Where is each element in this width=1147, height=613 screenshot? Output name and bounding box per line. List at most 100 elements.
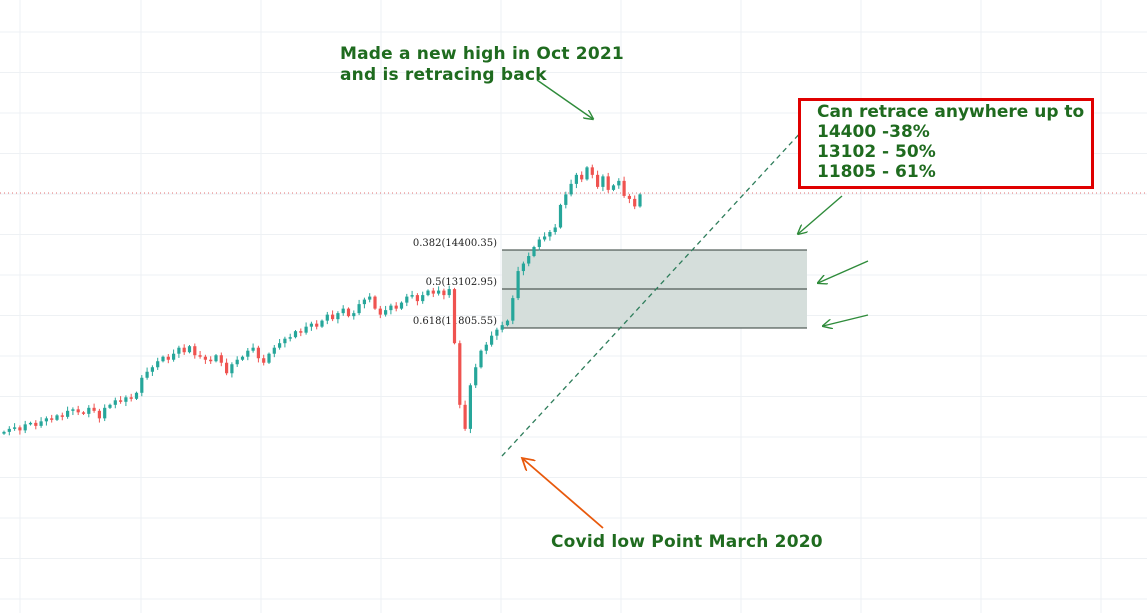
candle-body — [44, 418, 48, 422]
candle-body — [622, 180, 626, 196]
candle-body — [108, 404, 112, 408]
candle-body — [124, 397, 128, 402]
candle-body — [495, 329, 499, 336]
candle-body — [601, 176, 605, 187]
candle-body — [288, 337, 292, 339]
candle-body — [214, 355, 218, 362]
candle-body — [76, 409, 80, 413]
candle-body — [187, 346, 192, 353]
candle-body — [240, 356, 245, 360]
candle-body — [346, 308, 351, 317]
candle-body — [7, 428, 11, 432]
candle-body — [505, 320, 510, 326]
candle-body — [66, 410, 70, 417]
candle-body — [272, 347, 276, 354]
candle-body — [256, 347, 260, 359]
candle-body — [357, 304, 361, 314]
candle-body — [23, 424, 27, 431]
arrow-to-covid-low — [522, 458, 604, 529]
candle-body — [28, 422, 33, 425]
candle-body — [527, 256, 531, 264]
candle-body — [161, 356, 165, 362]
candle-body — [574, 174, 578, 184]
candle-body — [341, 308, 345, 314]
candle-body — [611, 185, 616, 190]
candle-body — [331, 314, 335, 320]
candle-body — [97, 410, 101, 419]
candle-body — [431, 290, 435, 294]
candle-body — [500, 325, 504, 330]
candle-body — [399, 302, 404, 309]
candle-body — [479, 350, 483, 368]
candle-body — [304, 326, 308, 333]
candle-body — [299, 331, 303, 333]
candle-body — [293, 331, 298, 338]
candle-body — [13, 427, 17, 429]
candle-body — [166, 356, 170, 360]
candle-body — [177, 347, 181, 354]
candle-body — [235, 359, 239, 365]
candle-body — [633, 198, 637, 207]
candle-body — [92, 407, 96, 411]
candle-body — [140, 377, 144, 393]
candle-body — [511, 298, 515, 321]
fibonacci-retracement: 0.382(14400.35)0.5(13102.95)0.618(11805.… — [413, 238, 807, 329]
candle-body — [548, 231, 552, 237]
candle-body — [39, 421, 43, 426]
candle-body — [373, 296, 377, 309]
candle-body — [336, 313, 340, 320]
candle-body — [193, 346, 197, 356]
candle-body — [198, 355, 202, 357]
candle-body — [209, 359, 213, 362]
candle-body — [50, 418, 54, 420]
candle-body — [352, 313, 356, 317]
candle-body — [537, 239, 541, 248]
candle-body — [421, 295, 425, 302]
fib-level-label: 0.5(13102.95) — [426, 277, 498, 288]
candle-body — [543, 236, 547, 240]
candle-body — [368, 296, 372, 300]
candle-body — [474, 367, 478, 386]
candle-body — [627, 195, 631, 199]
candle-body — [638, 194, 642, 207]
candle-body — [447, 289, 451, 296]
candle-body — [156, 361, 160, 368]
candle-body — [532, 247, 536, 257]
candle-body — [521, 263, 525, 272]
candles — [2, 164, 642, 436]
candle-body — [484, 344, 488, 351]
candle-body — [150, 367, 154, 372]
candle-body — [309, 323, 313, 327]
candle-body — [182, 347, 186, 353]
candle-body — [60, 415, 64, 417]
candle-body — [389, 305, 393, 311]
candle-body — [103, 407, 107, 419]
candle-body — [617, 180, 621, 186]
candle-body — [320, 320, 324, 327]
candle-body — [34, 422, 38, 426]
candle-body — [225, 362, 229, 374]
candle-body — [516, 271, 520, 299]
fib-level-label: 0.382(14400.35) — [413, 238, 497, 249]
candle-body — [113, 400, 117, 405]
new-high-line-1: Made a new high in Oct 2021 — [340, 44, 624, 64]
candle-body — [442, 290, 446, 296]
trend-line — [501, 129, 804, 457]
candle-body — [145, 371, 149, 378]
candle-body — [230, 364, 234, 374]
candle-body — [458, 343, 462, 405]
candle-body — [283, 338, 287, 344]
candle-body — [426, 290, 430, 296]
candle-body — [172, 353, 176, 360]
retrace-title: Can retrace anywhere up to — [817, 102, 1085, 122]
arrow-to-fib-0382 — [798, 195, 843, 234]
candle-body — [278, 343, 282, 348]
candle-body — [219, 355, 223, 363]
candle-body — [580, 174, 584, 180]
candle-body — [55, 415, 59, 420]
candle-body — [384, 310, 388, 315]
candle-body — [468, 385, 472, 429]
candle-body — [2, 431, 6, 434]
candle-body — [378, 308, 382, 315]
